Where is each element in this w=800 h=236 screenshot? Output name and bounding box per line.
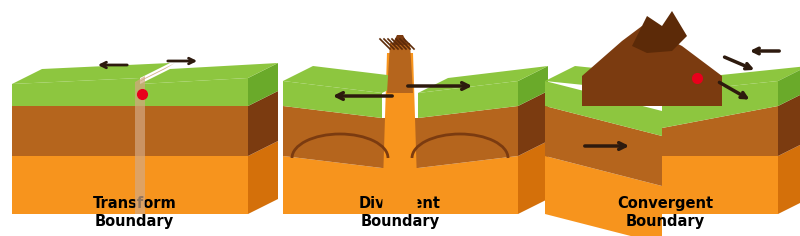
Polygon shape xyxy=(283,156,382,214)
Polygon shape xyxy=(778,66,800,106)
Polygon shape xyxy=(778,91,800,156)
Polygon shape xyxy=(248,91,278,156)
Polygon shape xyxy=(12,78,140,106)
Polygon shape xyxy=(283,81,382,118)
Polygon shape xyxy=(545,106,662,186)
Polygon shape xyxy=(582,26,722,106)
Polygon shape xyxy=(662,81,778,128)
Polygon shape xyxy=(418,106,518,168)
Polygon shape xyxy=(518,91,548,156)
Polygon shape xyxy=(382,168,418,214)
Polygon shape xyxy=(248,63,278,106)
Polygon shape xyxy=(392,35,408,45)
Polygon shape xyxy=(135,63,175,84)
Polygon shape xyxy=(382,53,418,214)
Polygon shape xyxy=(140,156,248,214)
Polygon shape xyxy=(387,43,413,93)
Polygon shape xyxy=(662,66,800,93)
Polygon shape xyxy=(778,141,800,214)
Polygon shape xyxy=(518,141,548,214)
Text: Convergent
Boundary: Convergent Boundary xyxy=(618,196,714,229)
Polygon shape xyxy=(382,118,418,168)
Polygon shape xyxy=(283,106,382,168)
Polygon shape xyxy=(12,156,140,214)
Polygon shape xyxy=(12,63,170,84)
Polygon shape xyxy=(632,11,687,53)
Polygon shape xyxy=(140,106,248,156)
Polygon shape xyxy=(140,63,278,84)
Polygon shape xyxy=(12,106,140,156)
Polygon shape xyxy=(140,78,248,106)
Polygon shape xyxy=(283,66,412,93)
Polygon shape xyxy=(662,106,778,156)
Polygon shape xyxy=(518,66,548,106)
Text: Divergent
Boundary: Divergent Boundary xyxy=(359,196,441,229)
Polygon shape xyxy=(135,76,145,214)
Polygon shape xyxy=(418,156,518,214)
Polygon shape xyxy=(418,81,518,118)
Text: Transform
Boundary: Transform Boundary xyxy=(93,196,176,229)
Polygon shape xyxy=(545,81,662,136)
Polygon shape xyxy=(248,141,278,214)
Polygon shape xyxy=(418,66,548,93)
Polygon shape xyxy=(662,156,778,214)
Polygon shape xyxy=(545,66,692,93)
Polygon shape xyxy=(545,156,662,236)
